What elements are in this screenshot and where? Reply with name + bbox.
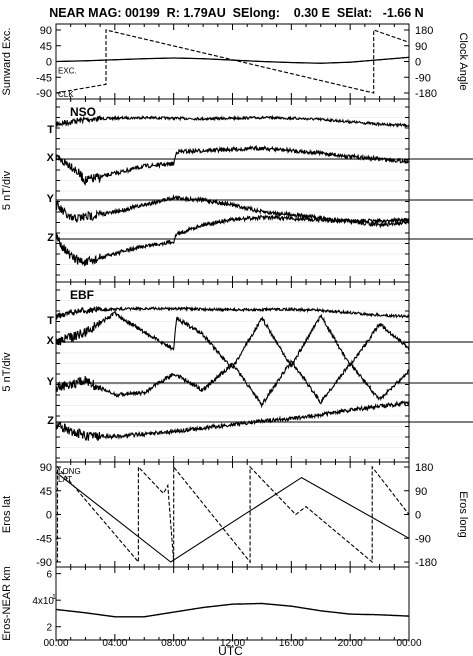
y-axis-label-left: Sunward Exc. [1, 28, 13, 96]
series-line-long [56, 465, 410, 564]
y-tick-label-left: -90 [36, 557, 52, 569]
panel-label: EBF [70, 288, 94, 302]
series-line-z [55, 400, 410, 442]
component-label-y: Y [47, 193, 55, 205]
y-tick-label-left: 0 [46, 510, 52, 522]
series-line-x [55, 144, 410, 186]
series-line-x [55, 310, 410, 369]
y-tick-label-right: 180 [415, 25, 433, 37]
x-tick-label: 20:00 [338, 638, 363, 649]
series-line-distance [56, 602, 409, 618]
component-label-t: T [47, 124, 54, 136]
y-tick-label-right: 0 [415, 57, 421, 69]
panel-ebf: TX Y Z EBF 5 nT/div [1, 281, 473, 463]
y-tick-label-left: 90 [40, 462, 52, 474]
series-label-long: LONG [58, 467, 81, 476]
series-label-clk: CLK [58, 90, 74, 99]
y-axis-label: 5 nT/div [1, 352, 13, 392]
y-tick-label-right: -90 [415, 533, 431, 545]
y-tick-label: 6 [46, 570, 52, 581]
y-tick-label: 4x10 [32, 596, 54, 607]
series-label-exc: EXC. [58, 67, 77, 76]
y-axis-label-right: Clock Angle [457, 32, 469, 90]
y-tick-label-right: -180 [415, 88, 437, 100]
component-label-x: X [47, 335, 55, 347]
component-label-z: Z [47, 415, 54, 427]
y-tick-label-right: -90 [415, 72, 431, 84]
series-line-t [55, 305, 410, 321]
x-tick-label: 04:00 [102, 638, 127, 649]
series-label-lat: LAT [58, 475, 72, 484]
series-line-z [55, 214, 410, 267]
series-line-clk [55, 29, 410, 94]
figure-title: NEAR MAG: 00199 R: 1.79AU SElong: 0.30 E… [49, 6, 423, 20]
y-tick-label-right: 90 [415, 41, 427, 53]
y-tick-label-left: 0 [46, 57, 52, 69]
x-tick-label: 16:00 [279, 638, 304, 649]
x-tick-label: 12:00 [220, 638, 245, 649]
y-tick-exponent: 1 [52, 594, 56, 601]
y-axis-label-left: Eros lat [1, 496, 13, 533]
y-tick-label-right: -180 [415, 557, 437, 569]
series-line-t [55, 114, 410, 129]
x-axis: 00:00 04:00 08:00 12:00 16:00 20:00 00:00 UTC [43, 638, 421, 656]
y-axis-label: Eros-NEAR km [1, 566, 13, 641]
component-label-y: Y [47, 376, 55, 388]
y-axis-label-right: Eros long [457, 491, 469, 537]
y-tick-label-left: 90 [40, 25, 52, 37]
component-label-t: T [47, 315, 54, 327]
x-axis-label: UTC [218, 644, 243, 656]
y-axis-label: 5 nT/div [1, 170, 13, 210]
x-tick-label: 00:00 [396, 638, 421, 649]
y-tick-label-left: 45 [40, 41, 52, 53]
component-label-x: X [47, 152, 55, 164]
panel-sunward-clock: 90 45 0 -45 -90 180 90 0 -90 -180 EXC. CLK Sunward E… [1, 23, 469, 100]
y-tick-label: 2 [46, 623, 52, 634]
y-tick-label-left: 45 [40, 486, 52, 498]
series-line-lat [55, 471, 410, 563]
x-tick-label: 00:00 [43, 638, 68, 649]
y-tick-label-left: -45 [36, 72, 52, 84]
y-tick-label-right: 90 [415, 486, 427, 498]
series-line-y [55, 359, 410, 409]
y-tick-label-left: -45 [36, 533, 52, 545]
panel-frame-4 [55, 461, 410, 568]
x-tick-label: 08:00 [161, 638, 186, 649]
y-tick-label-left: -90 [36, 88, 52, 100]
panel-label: NSO [70, 105, 96, 119]
component-label-z: Z [47, 232, 54, 244]
y-tick-label-right: 180 [415, 462, 433, 474]
y-tick-label-right: 0 [415, 510, 421, 522]
panel-nso: T X Y Z NSO 5 nT/div [1, 98, 473, 283]
